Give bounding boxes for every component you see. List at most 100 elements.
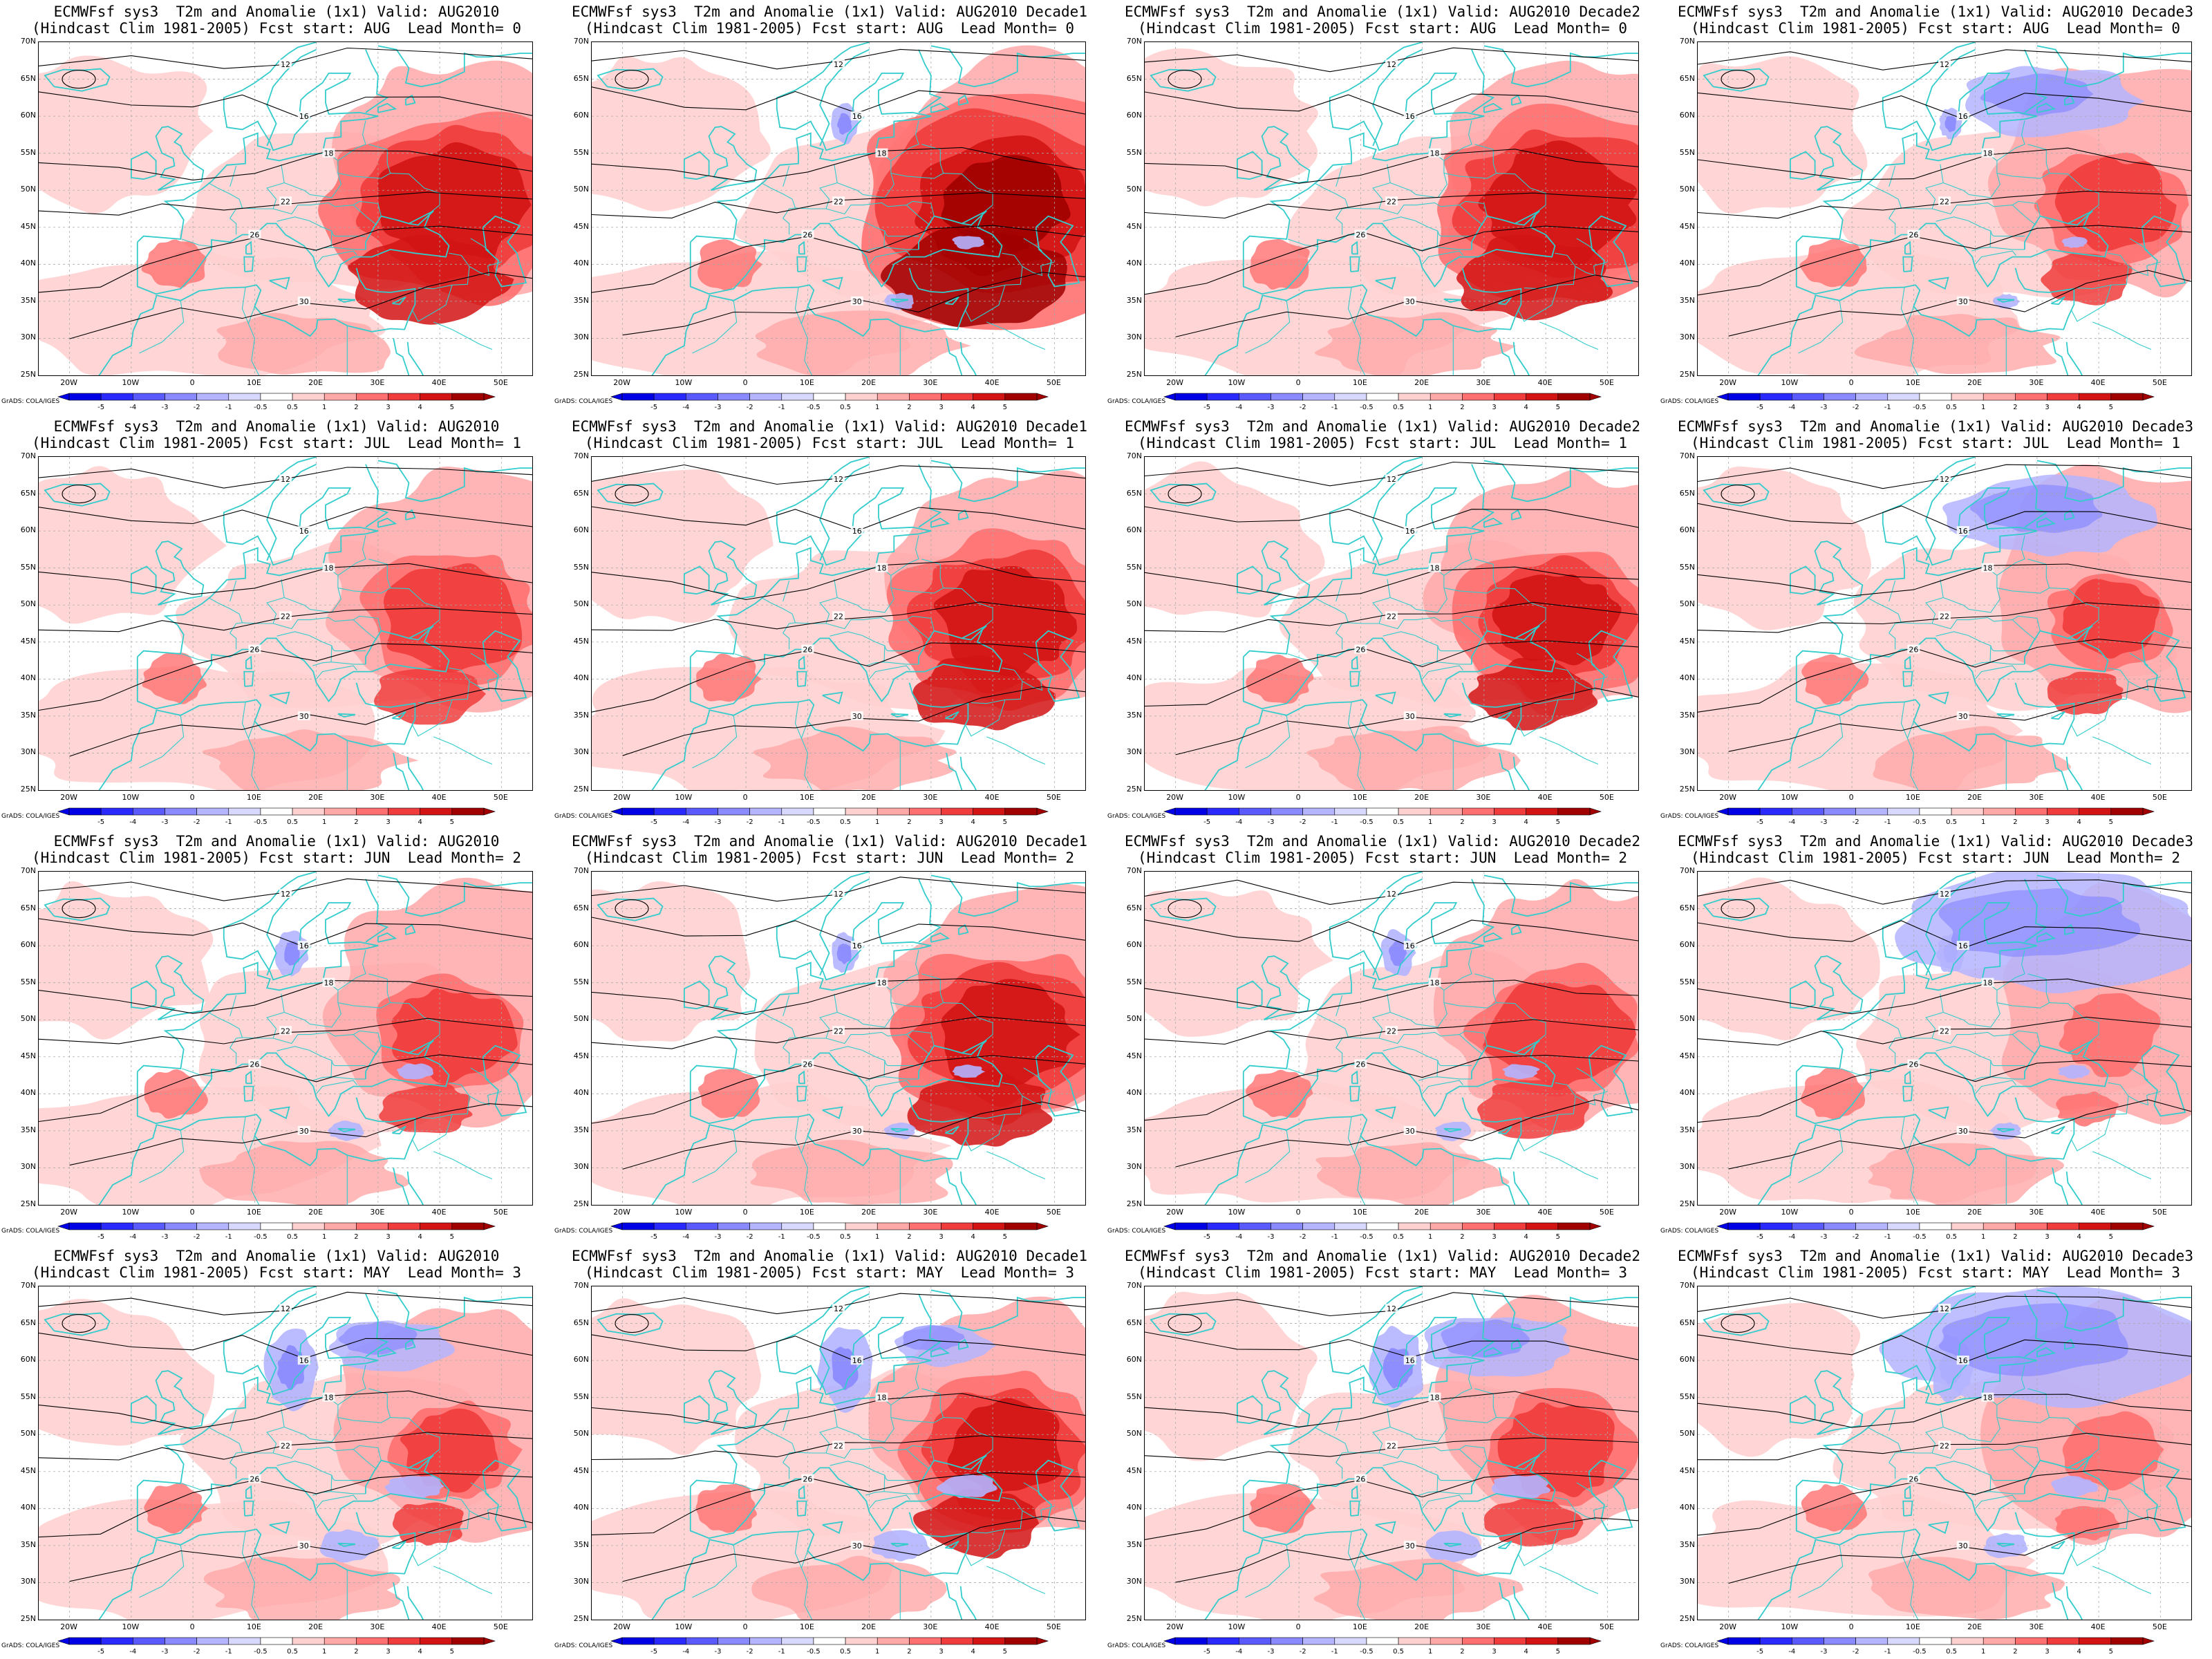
contour-label: 18 — [324, 979, 333, 988]
colorbar-label: -2 — [747, 1648, 753, 1656]
colorbar-swatch — [1727, 1637, 1761, 1645]
latitude-label: 60N — [1679, 111, 1695, 120]
colorbar-swatch — [749, 807, 782, 816]
colorbar-label: 4 — [971, 1648, 975, 1656]
latitude-label: 65N — [1679, 73, 1695, 83]
contour-label: 22 — [1940, 197, 1949, 206]
colorbar-swatch — [686, 393, 718, 401]
longitude-label: 0 — [1848, 1208, 1854, 1217]
longitude-label: 40E — [984, 793, 1000, 802]
colorbar-container: -5 -4 -3 -2 -1 -0.5 0.5 1 2 3 4 5 — [1161, 807, 1604, 827]
contour-label: 26 — [250, 1474, 259, 1483]
colorbar-label: -0.5 — [1360, 818, 1374, 826]
latitude-label: 70N — [573, 866, 589, 875]
longitude-label: 10E — [799, 793, 814, 802]
panel-subtitle: (Hindcast Clim 1981-2005) Fcst start: MA… — [1137, 1264, 1627, 1281]
latitude-label: 55N — [1126, 1391, 1142, 1401]
colorbar-label: -0.5 — [254, 818, 268, 826]
longitude-label: 20E — [861, 1208, 877, 1217]
colorbar-swatch — [1855, 1222, 1888, 1230]
latitude-label: 25N — [1126, 785, 1142, 794]
colorbar-container: -5 -4 -3 -2 -1 -0.5 0.5 1 2 3 4 5 — [1161, 393, 1604, 412]
latitude-label: 55N — [573, 977, 589, 986]
colorbar-label: 3 — [939, 404, 943, 411]
contour-label: 16 — [852, 941, 862, 950]
colorbar-swatch — [356, 1222, 388, 1230]
latitude-label: 30N — [1126, 747, 1142, 757]
grads-credit: GrADS: COLA/IGES — [1, 813, 60, 820]
forecast-panel: ECMWFsf sys3 T2m and Anomalie (1x1) Vali… — [553, 830, 1106, 1244]
colorbar-swatch — [909, 1637, 941, 1645]
colorbar-swatch — [653, 807, 686, 816]
contour-label: 26 — [1356, 1474, 1365, 1483]
colorbar: -5 -4 -3 -2 -1 -0.5 0.5 1 2 3 4 5 — [1163, 393, 1602, 411]
colorbar-container: -5 -4 -3 -2 -1 -0.5 0.5 1 2 3 4 5 — [55, 1637, 498, 1656]
colorbar-label: 4 — [418, 1233, 422, 1241]
colorbar-label: 3 — [939, 818, 943, 826]
colorbar-label: -3 — [161, 1648, 168, 1656]
latitude-label: 30N — [20, 747, 36, 757]
longitude-label: 10W — [1781, 1208, 1799, 1217]
colorbar-label: 5 — [450, 818, 454, 826]
colorbar-swatch — [941, 1222, 973, 1230]
latitude-label: 45N — [573, 1051, 589, 1060]
colorbar-swatch — [1174, 1222, 1208, 1230]
colorbar-label: -1 — [1884, 1648, 1891, 1656]
latitude-label: 25N — [1679, 785, 1695, 794]
colorbar-label: -3 — [714, 1233, 721, 1241]
anomaly-map: 12 16 18 22 26 30 — [39, 42, 532, 375]
longitude-label: 20E — [861, 378, 877, 387]
longitude-label: 10E — [1352, 1208, 1367, 1217]
colorbar-label: 3 — [1492, 404, 1496, 411]
latitude-label: 60N — [1126, 525, 1142, 535]
colorbar-swatch — [1526, 1222, 1559, 1230]
colorbar-label: -3 — [714, 404, 721, 411]
colorbar-swatch — [133, 393, 165, 401]
colorbar-label: -5 — [1756, 1648, 1763, 1656]
colorbar-label: -0.5 — [1913, 1233, 1927, 1241]
temperature-contours: 12 16 18 22 26 30 — [1698, 879, 2191, 1170]
colorbar-label: 1 — [1981, 818, 1985, 826]
latitude-label: 55N — [573, 1391, 589, 1401]
colorbar-label: 4 — [971, 1233, 975, 1241]
latitude-label: 55N — [1679, 147, 1695, 157]
latitude-label: 30N — [1679, 1577, 1695, 1586]
colorbar-label: 2 — [907, 818, 911, 826]
colorbar-label: -2 — [1300, 1648, 1306, 1656]
colorbar-swatch — [228, 807, 261, 816]
latitude-label: 35N — [20, 710, 36, 720]
colorbar-swatch — [813, 1222, 846, 1230]
latitude-label: 35N — [1679, 710, 1695, 720]
colorbar: -5 -4 -3 -2 -1 -0.5 0.5 1 2 3 4 5 — [610, 393, 1049, 411]
latitude-label: 40N — [1679, 259, 1695, 268]
colorbar-swatch — [1206, 393, 1239, 401]
longitude-label: 20W — [60, 378, 78, 387]
longitude-label: 20W — [1719, 1208, 1737, 1217]
colorbar-swatch — [1004, 393, 1038, 401]
colorbar-swatch — [165, 1222, 197, 1230]
longitude-label: 10W — [675, 793, 693, 802]
graticule — [592, 457, 1085, 790]
map-frame: 12 16 18 22 26 30 — [1144, 871, 1639, 1206]
latitude-label: 50N — [1679, 599, 1695, 609]
colorbar: -5 -4 -3 -2 -1 -0.5 0.5 1 2 3 4 5 — [1716, 393, 2155, 411]
contour-label: 26 — [803, 645, 812, 654]
colorbar-swatch — [877, 1222, 910, 1230]
temperature-contours: 12 16 18 22 26 30 — [39, 1291, 532, 1582]
latitude-label: 45N — [1126, 1465, 1142, 1475]
colorbar-label: -4 — [1788, 818, 1795, 826]
forecast-panel: ECMWFsf sys3 T2m and Anomalie (1x1) Vali… — [0, 1244, 553, 1659]
longitude-label: 10W — [122, 378, 140, 387]
longitude-label: 20W — [60, 1622, 78, 1631]
colorbar-swatch — [1334, 393, 1367, 401]
colorbar-swatch — [1494, 1222, 1526, 1230]
contour-label: 12 — [834, 890, 843, 899]
anomaly-map: 12 16 18 22 26 30 — [592, 457, 1085, 790]
latitude-label: 40N — [1126, 1088, 1142, 1098]
colorbar-label: -5 — [97, 1233, 104, 1241]
longitude-label: 20W — [613, 1622, 631, 1631]
temperature-contours: 12 16 18 22 26 30 — [592, 48, 1085, 336]
forecast-panel: ECMWFsf sys3 T2m and Anomalie (1x1) Vali… — [553, 0, 1106, 415]
panel-title: ECMWFsf sys3 T2m and Anomalie (1x1) Vali… — [572, 3, 1087, 20]
latitude-label: 50N — [573, 1014, 589, 1024]
